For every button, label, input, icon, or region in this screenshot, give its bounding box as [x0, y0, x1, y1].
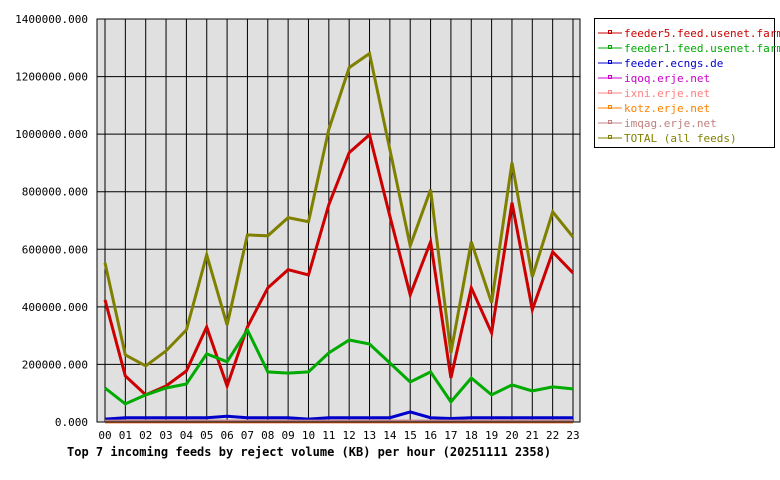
- legend-box: [594, 18, 775, 148]
- x-tick-label: 16: [424, 429, 437, 442]
- legend-label: feeder5.feed.usenet.farm: [624, 27, 780, 40]
- x-tick-label: 20: [505, 429, 518, 442]
- x-tick-label: 18: [465, 429, 478, 442]
- y-tick-label: 0.000: [55, 416, 88, 429]
- x-tick-label: 03: [159, 429, 172, 442]
- legend-label: TOTAL (all feeds): [624, 132, 737, 145]
- x-tick-label: 22: [546, 429, 559, 442]
- x-tick-label: 13: [363, 429, 376, 442]
- x-tick-label: 23: [566, 429, 579, 442]
- x-tick-label: 15: [404, 429, 417, 442]
- x-tick-label: 07: [241, 429, 254, 442]
- legend: feeder5.feed.usenet.farm feeder1.feed.use…: [594, 18, 780, 148]
- x-tick-label: 21: [526, 429, 539, 442]
- legend-marker: [608, 135, 612, 139]
- x-tick-label: 17: [444, 429, 457, 442]
- plot-border: [96, 18, 581, 423]
- y-tick-label: 200000.000: [22, 358, 88, 371]
- legend-label: imqag.erje.net: [624, 117, 717, 130]
- y-tick-label: 400000.000: [22, 301, 88, 314]
- plot-background: [97, 19, 580, 422]
- chart-title: Top 7 incoming feeds by reject volume (K…: [67, 445, 551, 459]
- x-tick-label: 00: [98, 429, 111, 442]
- legend-label: kotz.erje.net: [624, 102, 710, 115]
- legend-label: iqoq.erje.net: [624, 72, 710, 85]
- x-tick-label: 12: [343, 429, 356, 442]
- legend-label: feeder1.feed.usenet.farm: [624, 42, 780, 55]
- legend-marker: [608, 30, 612, 34]
- legend-marker: [608, 105, 612, 109]
- x-tick-label: 01: [119, 429, 132, 442]
- legend-marker: [608, 90, 612, 94]
- series-line-feeder1-feed-usenet-farm: [104, 326, 574, 406]
- x-tick-label: 10: [302, 429, 315, 442]
- x-tick-label: 02: [139, 429, 152, 442]
- x-tick-label: 11: [322, 429, 335, 442]
- y-tick-label: 800000.000: [22, 186, 88, 199]
- legend-marker: [608, 75, 612, 79]
- y-tick-label: 1000000.000: [15, 128, 88, 141]
- x-tick-label: 08: [261, 429, 274, 442]
- x-tick-label: 09: [282, 429, 295, 442]
- x-tick-label: 06: [220, 429, 233, 442]
- legend-marker: [608, 60, 612, 64]
- y-tick-label: 600000.000: [22, 243, 88, 256]
- y-tick-label: 1200000.000: [15, 71, 88, 84]
- series-line-feeder5-feed-usenet-farm: [103, 131, 575, 397]
- legend-marker: [608, 120, 612, 124]
- legend-marker: [608, 45, 612, 49]
- series-line-feeder-ecngs-de: [104, 410, 573, 421]
- x-tick-label: 19: [485, 429, 498, 442]
- x-axis-ticks: 00 01 02 03 04 05 06 07 08 09 10 11 12 13 14 15 16 17 18 19…: [98, 429, 579, 442]
- legend-label: feeder.ecngs.de: [624, 57, 723, 70]
- legend-label: ixni.erje.net: [624, 87, 710, 100]
- x-tick-label: 05: [200, 429, 213, 442]
- x-tick-label: 04: [180, 429, 194, 442]
- y-tick-label: 1400000.000: [15, 13, 88, 26]
- y-axis-ticks: 0.000 200000.000 400000.000 600000.000 80000…: [15, 13, 88, 429]
- series-line-total-all-feeds-: [103, 50, 575, 368]
- x-tick-label: 14: [383, 429, 397, 442]
